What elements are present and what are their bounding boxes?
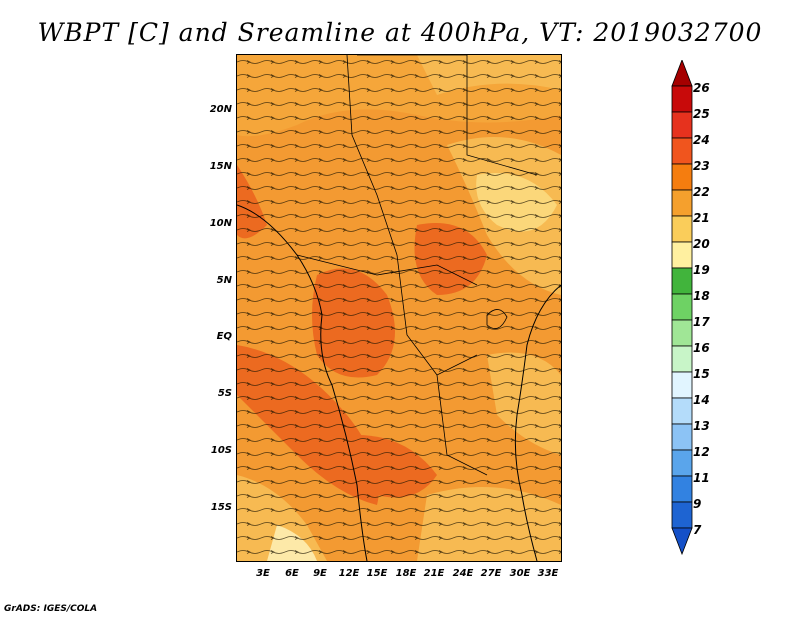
colorbar-label: 20 [693, 237, 710, 251]
chart-title: WBPT [C] and Sreamline at 400hPa, VT: 20… [37, 18, 763, 47]
colorbar-label: 24 [693, 133, 710, 147]
colorbar-segment [671, 163, 693, 191]
lat-label: 15N [209, 161, 232, 172]
colorbar-segment [671, 111, 693, 139]
lat-label: 5N [216, 275, 232, 286]
lon-label: 9E [313, 568, 327, 579]
wbpt-field [237, 55, 561, 561]
colorbar-label: 7 [693, 523, 702, 537]
credit-text: GrADS: IGES/COLA [4, 604, 98, 614]
colorbar-label: 15 [693, 367, 710, 381]
lon-label: 6E [285, 568, 299, 579]
colorbar-label: 12 [693, 445, 710, 459]
lat-label: 20N [209, 104, 232, 115]
colorbar-label: 26 [693, 81, 710, 95]
colorbar-segment [671, 60, 693, 87]
colorbar [671, 60, 693, 556]
colorbar-label: 9 [693, 497, 702, 511]
colorbar-segment [671, 293, 693, 321]
lat-label: 10N [209, 218, 232, 229]
lon-label: 18E [395, 568, 417, 579]
colorbar-segment [671, 241, 693, 269]
colorbar-segment [671, 137, 693, 165]
lon-label: 15E [366, 568, 388, 579]
colorbar-label: 22 [693, 185, 710, 199]
lon-label: 12E [338, 568, 360, 579]
map-panel [236, 54, 562, 562]
lat-label: EQ [216, 331, 232, 342]
lon-label: 27E [480, 568, 502, 579]
colorbar-segment [671, 397, 693, 425]
colorbar-label: 11 [693, 471, 710, 485]
colorbar-segment [671, 371, 693, 399]
lat-label: 15S [210, 502, 232, 513]
colorbar-segment [671, 449, 693, 477]
colorbar-segment [671, 319, 693, 347]
lon-label: 21E [423, 568, 445, 579]
lat-label: 5S [217, 388, 232, 399]
colorbar-label: 19 [693, 263, 710, 277]
lake-victoria [486, 309, 508, 329]
lon-label: 24E [452, 568, 474, 579]
streamlines [237, 55, 561, 561]
colorbar-label: 16 [693, 341, 710, 355]
colorbar-label: 13 [693, 419, 710, 433]
east-coastline [514, 284, 561, 561]
lon-label: 33E [537, 568, 559, 579]
colorbar-label: 25 [693, 107, 710, 121]
colorbar-label: 14 [693, 393, 710, 407]
lat-label: 10S [210, 445, 232, 456]
colorbar-segment [671, 501, 693, 529]
colorbar-segment [671, 267, 693, 295]
colorbar-segment [671, 423, 693, 451]
colorbar-segment [671, 527, 693, 556]
colorbar-label: 17 [693, 315, 710, 329]
colorbar-label: 18 [693, 289, 710, 303]
colorbar-label: 23 [693, 159, 710, 173]
colorbar-label: 21 [693, 211, 710, 225]
colorbar-segment [671, 189, 693, 217]
colorbar-segment [671, 475, 693, 503]
colorbar-segment [671, 85, 693, 113]
colorbar-segment [671, 345, 693, 373]
west-coastline [237, 204, 368, 561]
lon-label: 30E [509, 568, 531, 579]
country-borders [296, 55, 538, 476]
colorbar-segment [671, 215, 693, 243]
lon-label: 3E [256, 568, 270, 579]
